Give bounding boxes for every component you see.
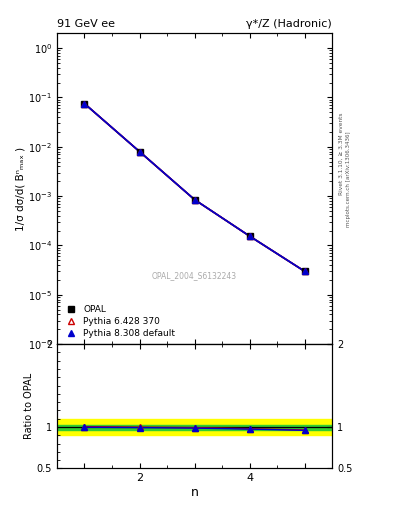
Text: OPAL_2004_S6132243: OPAL_2004_S6132243 <box>152 271 237 280</box>
OPAL <box>82 100 87 106</box>
Pythia 8.308 default <box>82 100 87 106</box>
OPAL <box>302 268 307 274</box>
Line: OPAL: OPAL <box>81 100 308 275</box>
Line: Pythia 8.308 default: Pythia 8.308 default <box>81 100 308 275</box>
Pythia 8.308 default <box>192 197 197 203</box>
Line: Pythia 6.428 370: Pythia 6.428 370 <box>81 100 308 275</box>
Pythia 6.428 370 <box>247 233 252 239</box>
Text: mcplots.cern.ch [arXiv:1306.3436]: mcplots.cern.ch [arXiv:1306.3436] <box>346 132 351 227</box>
Legend: OPAL, Pythia 6.428 370, Pythia 8.308 default: OPAL, Pythia 6.428 370, Pythia 8.308 def… <box>61 304 177 339</box>
Pythia 8.308 default <box>302 268 307 274</box>
Pythia 6.428 370 <box>302 268 307 274</box>
Y-axis label: 1/σ dσ/d( Bⁿₘₐₓ ): 1/σ dσ/d( Bⁿₘₐₓ ) <box>15 146 25 231</box>
Pythia 6.428 370 <box>137 148 142 155</box>
Pythia 6.428 370 <box>82 100 87 106</box>
X-axis label: n: n <box>191 486 198 499</box>
Pythia 8.308 default <box>137 148 142 155</box>
Text: γ*/Z (Hadronic): γ*/Z (Hadronic) <box>246 18 332 29</box>
Pythia 8.308 default <box>247 233 252 239</box>
OPAL <box>137 148 142 155</box>
Text: 91 GeV ee: 91 GeV ee <box>57 18 115 29</box>
Pythia 6.428 370 <box>192 197 197 203</box>
Text: Rivet 3.1.10, ≥ 3.3M events: Rivet 3.1.10, ≥ 3.3M events <box>339 112 344 195</box>
Y-axis label: Ratio to OPAL: Ratio to OPAL <box>24 373 34 439</box>
OPAL <box>247 233 252 239</box>
OPAL <box>192 197 197 203</box>
